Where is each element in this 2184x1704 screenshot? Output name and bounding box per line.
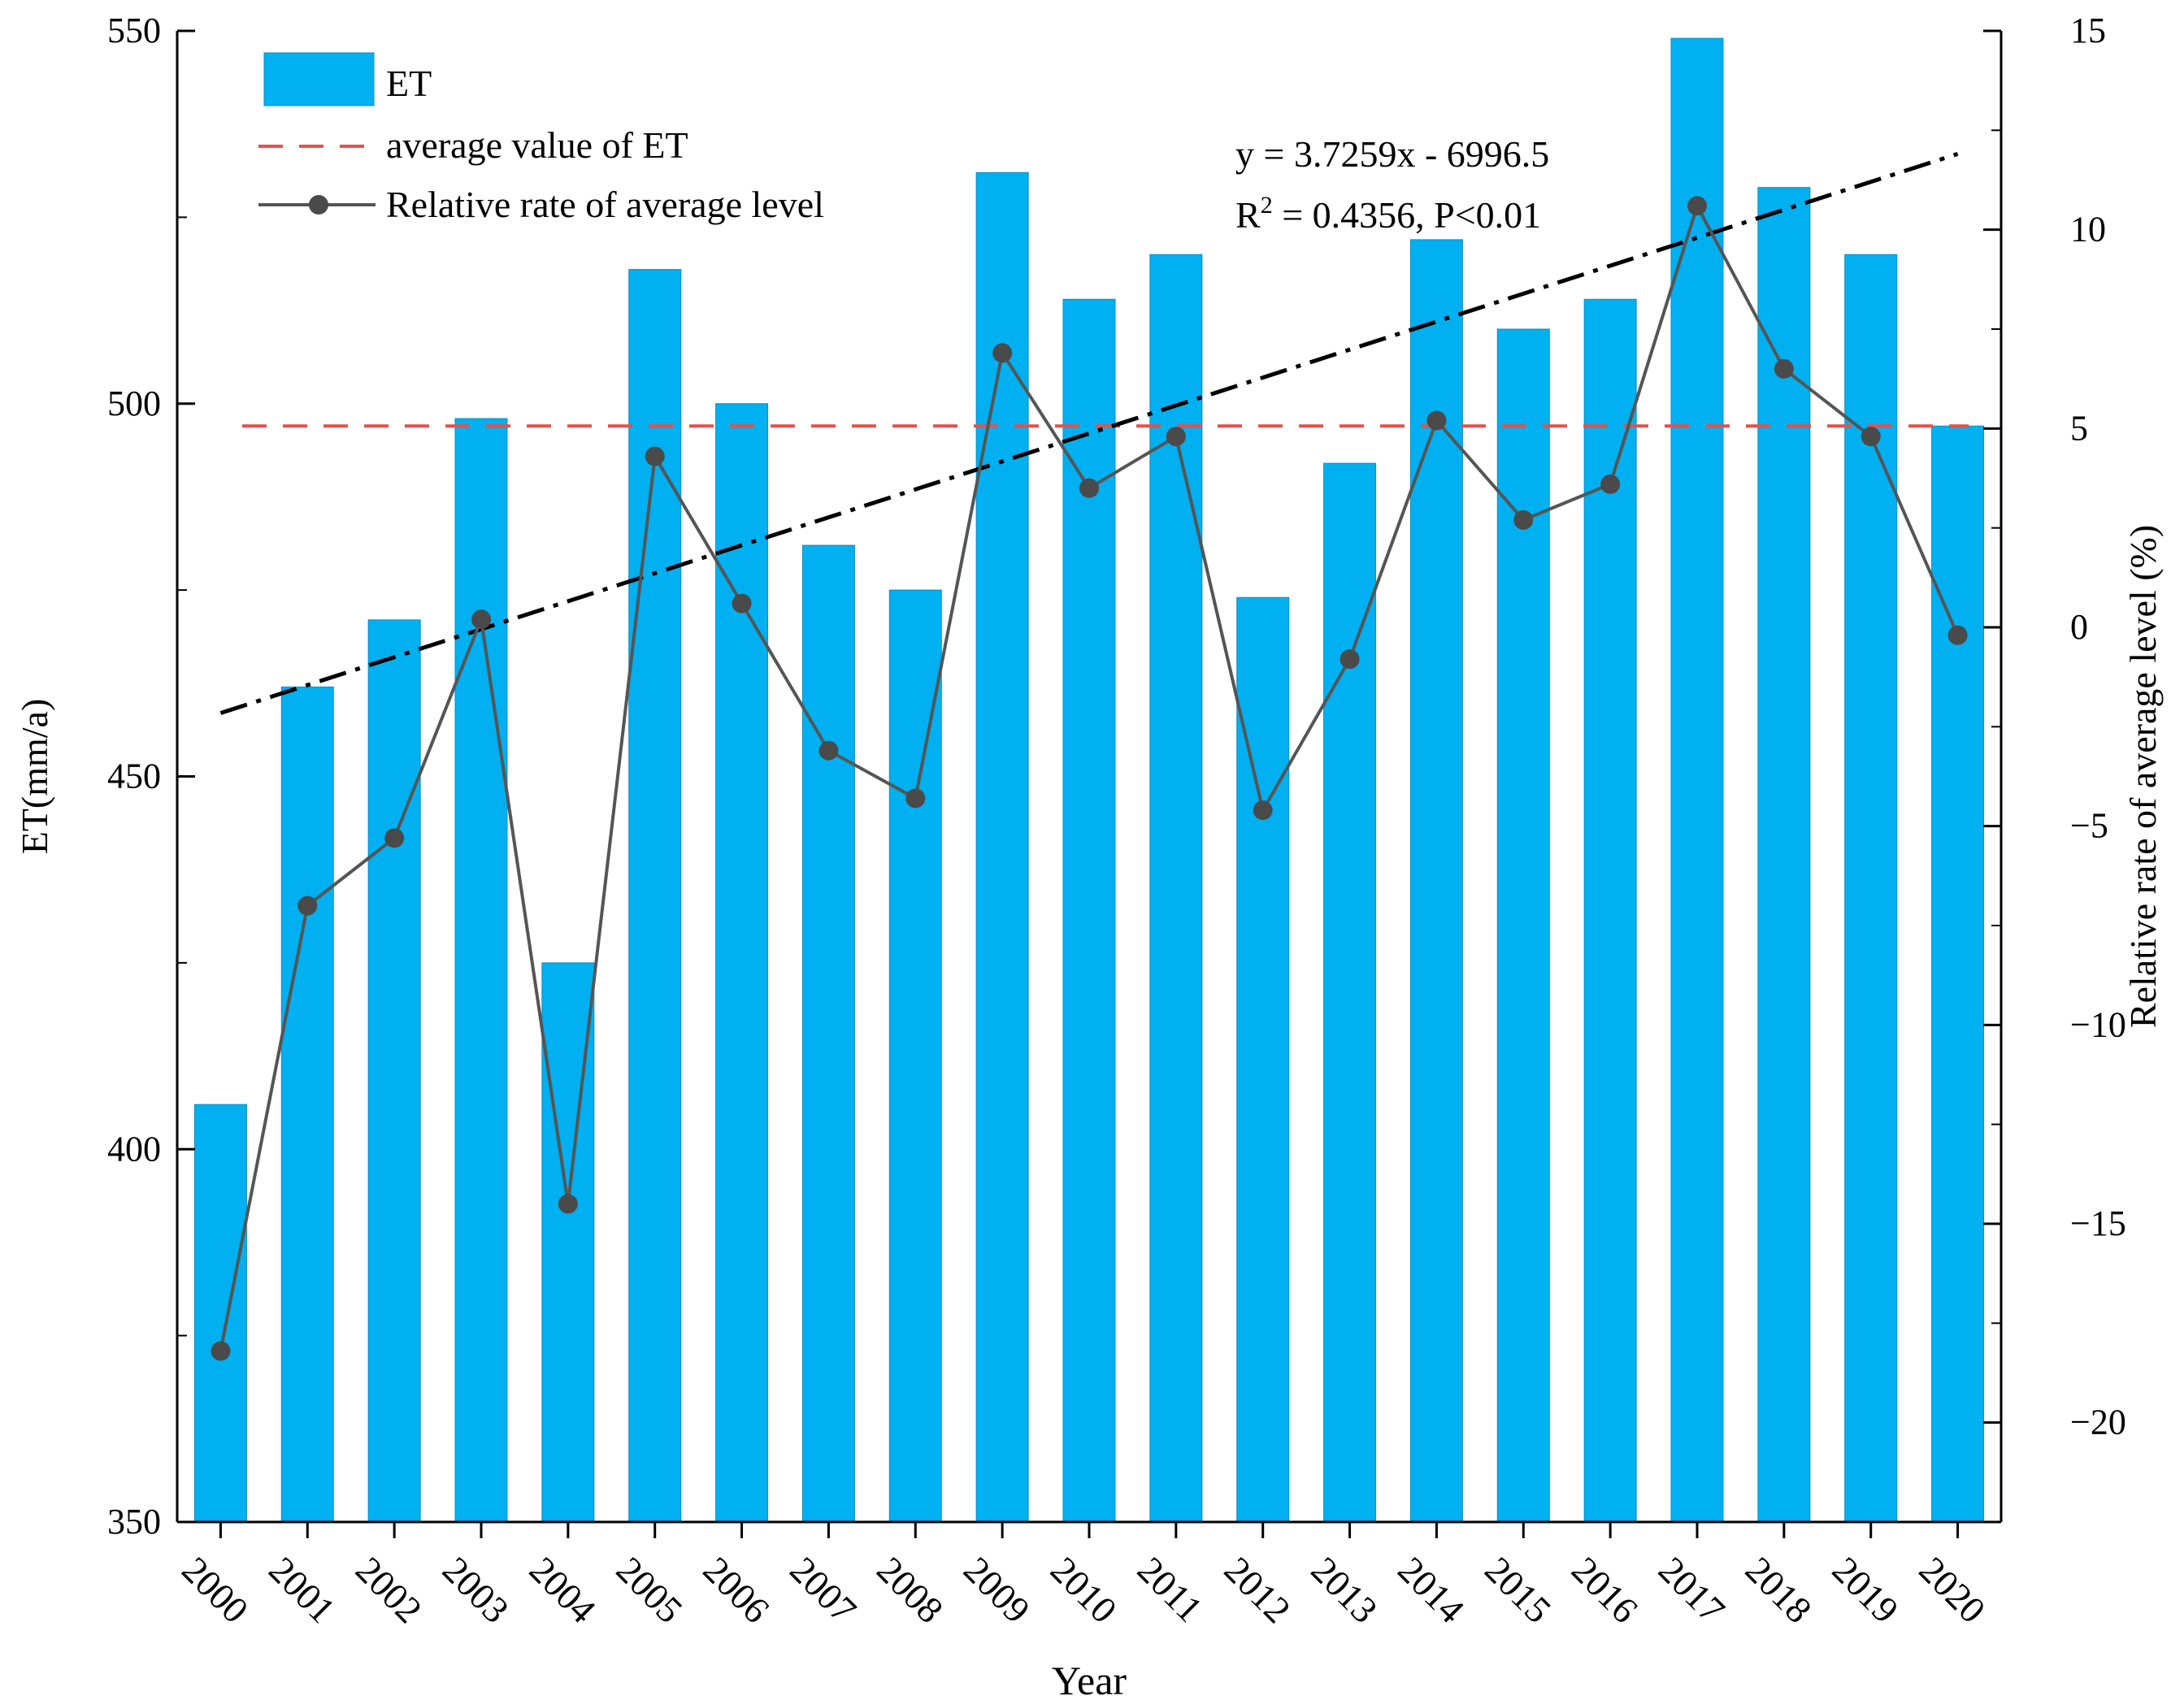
x-tick-label: 2004 — [522, 1549, 604, 1631]
x-tick-label: 2020 — [1912, 1549, 1994, 1631]
trend-line — [219, 152, 1959, 715]
relative-rate-point-2002 — [384, 828, 405, 848]
x-tick-label: 2014 — [1390, 1549, 1472, 1631]
x-tick-label: 2001 — [261, 1549, 343, 1631]
et-bar-2000 — [193, 1103, 247, 1523]
et-bar-2001 — [280, 686, 334, 1523]
et-bar-2005 — [628, 269, 682, 1523]
x-tick-label: 2006 — [696, 1549, 778, 1631]
y-tick-label: 550 — [107, 11, 161, 50]
y2-tick-label: −10 — [2070, 1004, 2126, 1044]
et-bar-2017 — [1670, 37, 1724, 1523]
relative-rate-point-2003 — [471, 609, 491, 630]
trend-r2: R2 = 0.4356, P<0.01 — [1235, 192, 1541, 236]
trend-equation: y = 3.7259x - 6996.5 — [1235, 133, 1549, 175]
legend-et-label: ET — [386, 63, 432, 104]
et-bar-2007 — [801, 544, 855, 1523]
x-axis-title: Year — [1052, 1658, 1127, 1703]
relative-rate-point-2015 — [1513, 509, 1534, 530]
relative-rate-point-2013 — [1339, 649, 1360, 670]
relative-rate-point-2014 — [1426, 410, 1447, 431]
relative-rate-point-2017 — [1687, 196, 1707, 216]
x-tick-label: 2000 — [174, 1549, 256, 1631]
relative-rate-point-2019 — [1861, 427, 1881, 447]
et-bar-2018 — [1757, 187, 1811, 1523]
relative-rate-point-2010 — [1079, 478, 1099, 498]
et-bar-2008 — [888, 589, 942, 1523]
y2-tick-label: 10 — [2070, 210, 2106, 249]
x-tick-label: 2010 — [1043, 1549, 1125, 1631]
x-tick-label: 2005 — [609, 1549, 691, 1631]
relative-rate-point-2011 — [1166, 427, 1186, 447]
y2-tick-label: 0 — [2070, 607, 2088, 647]
y-tick-label: 500 — [107, 384, 161, 423]
x-tick-label: 2011 — [1130, 1549, 1211, 1630]
x-tick-label: 2018 — [1738, 1549, 1820, 1631]
legend-relative-swatch-marker — [309, 195, 328, 215]
et-bar-2013 — [1323, 462, 1377, 1523]
et-bars — [193, 37, 1985, 1523]
legend: ET average value of ET Relative rate of av… — [258, 52, 824, 225]
x-tick-label: 2008 — [869, 1549, 951, 1631]
relative-rate-point-2012 — [1253, 800, 1273, 821]
x-tick-label: 2009 — [956, 1549, 1038, 1631]
et-bar-2014 — [1409, 239, 1463, 1523]
y-tick-label: 450 — [107, 757, 161, 796]
et-bar-2012 — [1236, 596, 1290, 1523]
legend-relative-label: Relative rate of average level — [386, 184, 824, 225]
x-tick-label: 2017 — [1651, 1549, 1733, 1631]
relative-rate-point-2004 — [558, 1194, 578, 1214]
y-tick-label: 350 — [107, 1502, 161, 1541]
relative-rate-point-2007 — [818, 740, 839, 761]
relative-rate-point-2009 — [992, 343, 1013, 363]
et-bar-2010 — [1062, 298, 1116, 1523]
relative-rate-point-2000 — [211, 1341, 231, 1361]
x-tick-label: 2003 — [435, 1549, 517, 1631]
relative-rate-point-2016 — [1600, 474, 1621, 494]
x-tick-label: 2019 — [1825, 1549, 1907, 1631]
et-bar-2002 — [367, 619, 421, 1523]
relative-rate-point-2001 — [297, 895, 318, 916]
y2-tick-label: −20 — [2070, 1403, 2126, 1442]
et-bar-2009 — [975, 171, 1029, 1523]
legend-et-swatch — [263, 52, 375, 106]
relative-rate-point-2018 — [1774, 358, 1794, 379]
et-bar-2011 — [1149, 254, 1203, 1523]
y2-tick-label: −5 — [2070, 806, 2108, 846]
y2-tick-label: 5 — [2070, 408, 2088, 448]
et-bar-2020 — [1931, 425, 1985, 1523]
et-bar-2006 — [715, 403, 769, 1523]
relative-rate-point-2006 — [732, 593, 752, 614]
x-tick-label: 2013 — [1304, 1549, 1386, 1631]
y2-tick-label: −15 — [2070, 1203, 2126, 1243]
x-tick-label: 2007 — [782, 1549, 864, 1631]
relative-rate-point-2008 — [905, 788, 926, 809]
x-tick-label: 2002 — [348, 1549, 430, 1631]
x-tick-label: 2015 — [1477, 1549, 1559, 1631]
et-bar-2003 — [454, 418, 508, 1523]
relative-rate-point-2020 — [1947, 625, 1968, 645]
y2-tick-label: 15 — [2070, 11, 2106, 50]
y-axis-title: ET(mm/a) — [14, 699, 55, 855]
legend-average-label: average value of ET — [386, 124, 688, 166]
relative-rate-point-2005 — [645, 446, 665, 466]
x-tick-label: 2016 — [1564, 1549, 1646, 1631]
y2-axis-title: Relative rate of average level (%) — [2122, 525, 2164, 1028]
x-tick-label: 2012 — [1217, 1549, 1299, 1631]
et-bar-2015 — [1496, 328, 1550, 1523]
y-tick-label: 400 — [107, 1129, 161, 1169]
